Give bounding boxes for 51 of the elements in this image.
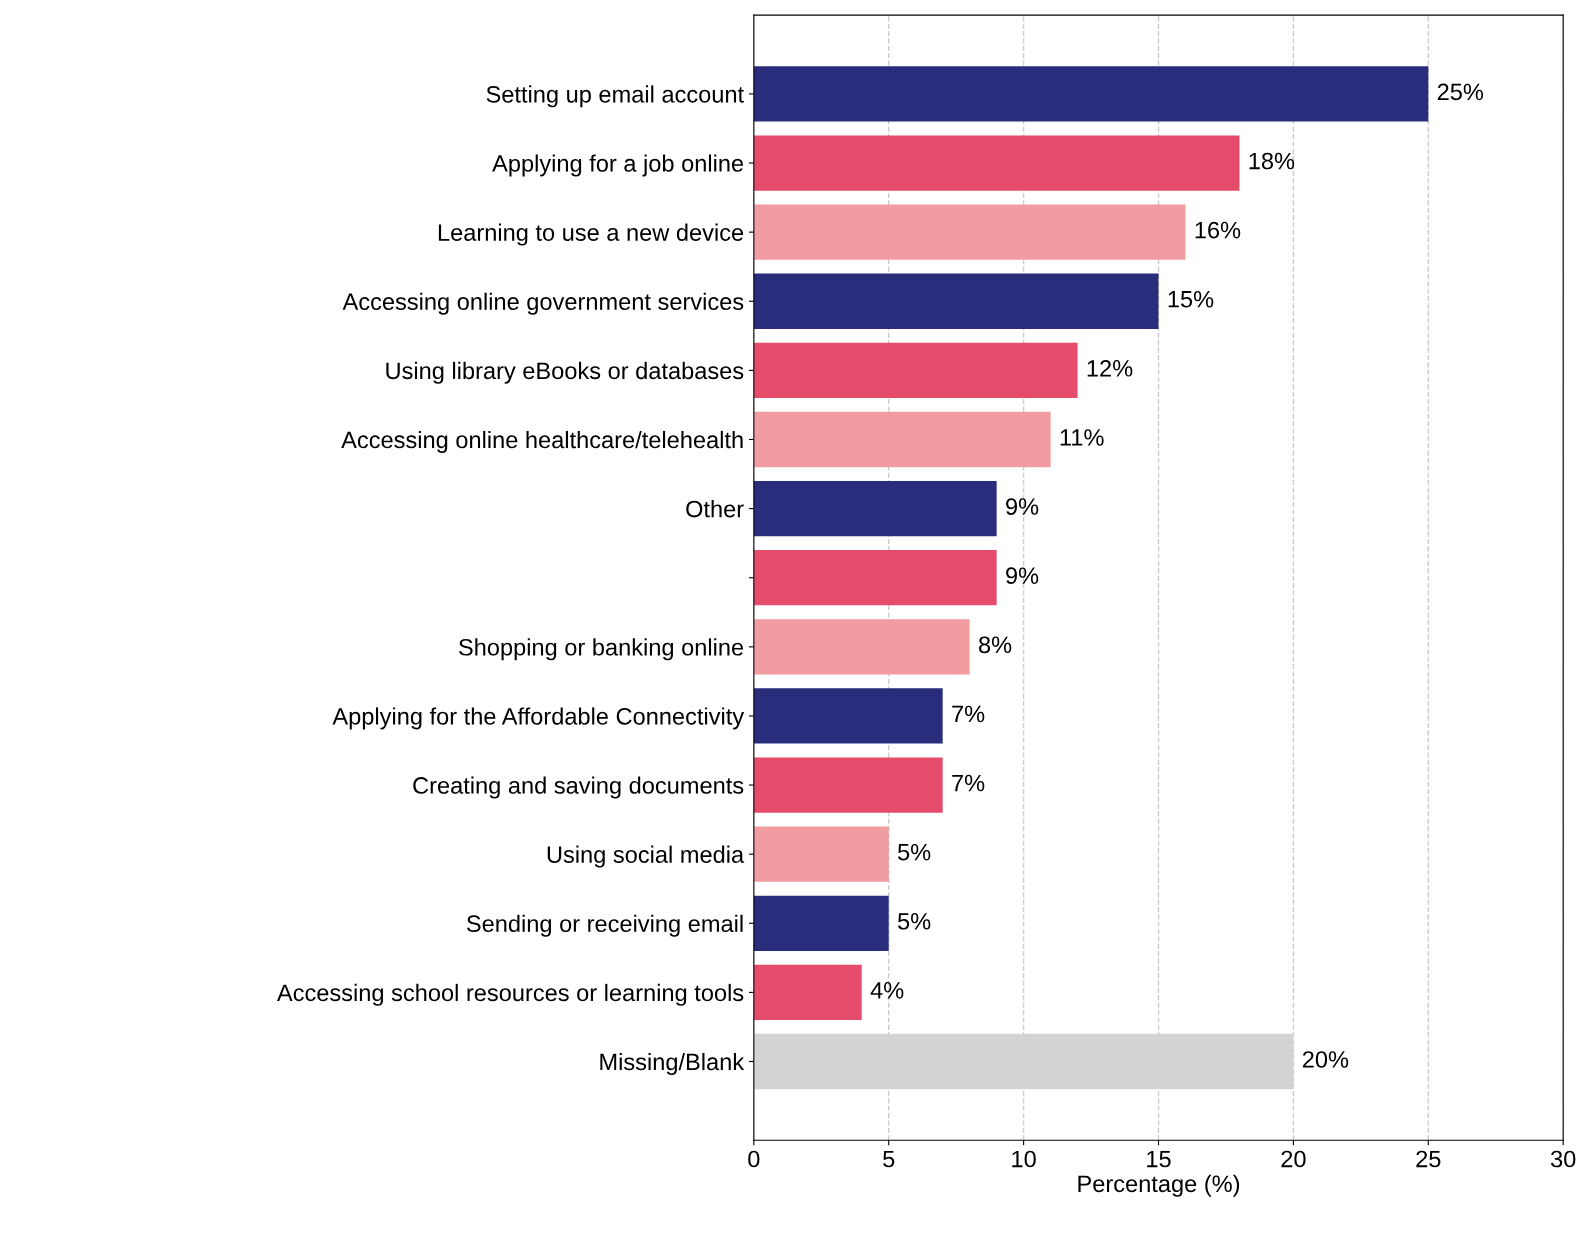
y-tick-label: Accessing school resources or learning tools <box>276 983 744 1006</box>
x-tick-label: 10 <box>1012 1150 1036 1168</box>
bar <box>753 273 1159 329</box>
data-label: 7% <box>952 774 985 792</box>
bar <box>753 66 1429 122</box>
data-label: 25% <box>1437 83 1484 101</box>
data-label: 9% <box>1006 498 1039 515</box>
data-label: 15% <box>1168 290 1214 308</box>
x-tick-label: 20 <box>1281 1150 1306 1168</box>
bar <box>753 411 1051 468</box>
x-tick-label: 15 <box>1147 1150 1171 1168</box>
data-label: 20% <box>1302 1051 1349 1068</box>
y-tick-label: Accessing online government services <box>342 292 744 315</box>
x-tick-label: 5 <box>883 1150 895 1168</box>
y-tick-label: Accessing online healthcare/telehealth <box>341 430 743 453</box>
x-tick-label: 0 <box>748 1150 760 1168</box>
bar <box>753 480 997 537</box>
data-label: 8% <box>979 636 1012 654</box>
x-tick-label: 30 <box>1550 1150 1576 1168</box>
bar <box>753 895 889 951</box>
data-label: 11% <box>1060 429 1104 446</box>
data-label: 7% <box>952 705 985 723</box>
y-tick-label: Shopping or banking online <box>459 638 744 661</box>
data-label: 4% <box>870 982 904 999</box>
bar <box>753 342 1078 399</box>
y-tick-label: Missing/Blank <box>600 1052 745 1075</box>
bar <box>753 757 943 813</box>
y-tick-label: Other <box>686 500 744 518</box>
y-tick-label: Creating and saving documents <box>413 776 744 799</box>
y-tick-label: Setting up email account <box>486 85 744 108</box>
data-label: 16% <box>1195 221 1241 239</box>
data-label: 18% <box>1249 152 1295 170</box>
data-label: 12% <box>1087 359 1133 377</box>
bar <box>753 619 970 675</box>
data-label: 5% <box>898 843 931 861</box>
data-label: 9% <box>1006 567 1039 585</box>
y-tick-label: Using social media <box>547 845 745 868</box>
y-tick-label: Using library eBooks or databases <box>386 361 744 384</box>
y-tick-label: Applying for the Affordable Connectivity <box>332 707 745 730</box>
y-tick-label: Sending or receiving email <box>466 914 743 937</box>
bar <box>753 204 1186 260</box>
bar <box>753 688 943 744</box>
y-tick-label: Applying for a job online <box>492 154 744 177</box>
data-label: 5% <box>898 913 931 930</box>
x-axis-title: Percentage (%) <box>1078 1174 1240 1197</box>
bar <box>753 550 997 606</box>
bar <box>753 135 1240 191</box>
x-tick-label: 25 <box>1416 1150 1441 1168</box>
bar <box>753 964 862 1021</box>
y-tick-label: Learning to use a new device <box>438 223 744 246</box>
bar <box>753 826 889 882</box>
